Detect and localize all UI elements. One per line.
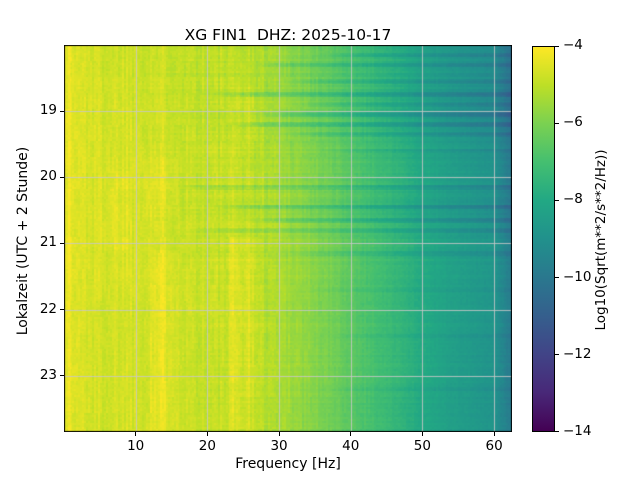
spectrogram-canvas [64, 45, 512, 432]
y-tick-label: 20 [39, 168, 57, 185]
colorbar-tick-label: −4 [563, 37, 583, 53]
x-tick-label: 50 [413, 438, 431, 454]
y-tick-mark [60, 242, 64, 244]
y-tick-mark [60, 375, 64, 377]
colorbar-tick-label: −8 [563, 191, 583, 208]
y-tick-mark [60, 309, 64, 311]
colorbar-tick-label: −14 [563, 423, 592, 439]
x-tick-mark [493, 432, 495, 436]
x-tick-mark [135, 432, 137, 436]
y-tick-mark [60, 110, 64, 112]
colorbar-tick-mark [555, 277, 559, 279]
x-tick-mark [350, 432, 352, 436]
x-tick-mark [278, 432, 280, 436]
y-tick-label: 23 [39, 366, 57, 383]
x-axis-label: Frequency [Hz] [235, 456, 341, 472]
chart-title: XG FIN1 DHZ: 2025-10-17 [184, 26, 392, 44]
y-tick-label: 19 [39, 102, 57, 119]
x-tick-label: 30 [270, 438, 288, 454]
colorbar-tick-label: −6 [563, 114, 583, 131]
colorbar-tick-mark [555, 122, 559, 124]
colorbar-tick-mark [555, 354, 559, 356]
colorbar [532, 46, 555, 432]
y-tick-mark [60, 176, 64, 178]
colorbar-tick-mark [555, 199, 559, 201]
y-tick-label: 21 [39, 234, 57, 251]
x-tick-label: 10 [127, 438, 145, 454]
x-tick-mark [206, 432, 208, 436]
colorbar-tick-mark [555, 45, 559, 47]
x-tick-label: 40 [342, 438, 360, 454]
colorbar-tick-mark [555, 430, 559, 432]
colorbar-tick-label: −10 [563, 268, 592, 285]
x-tick-label: 60 [485, 438, 503, 454]
colorbar-label: Log10(Sqrt(m**2/s**2/Hz)) [593, 149, 609, 331]
y-tick-label: 22 [39, 300, 57, 317]
x-tick-label: 20 [198, 438, 216, 454]
colorbar-tick-label: −12 [563, 345, 592, 362]
x-tick-mark [421, 432, 423, 436]
